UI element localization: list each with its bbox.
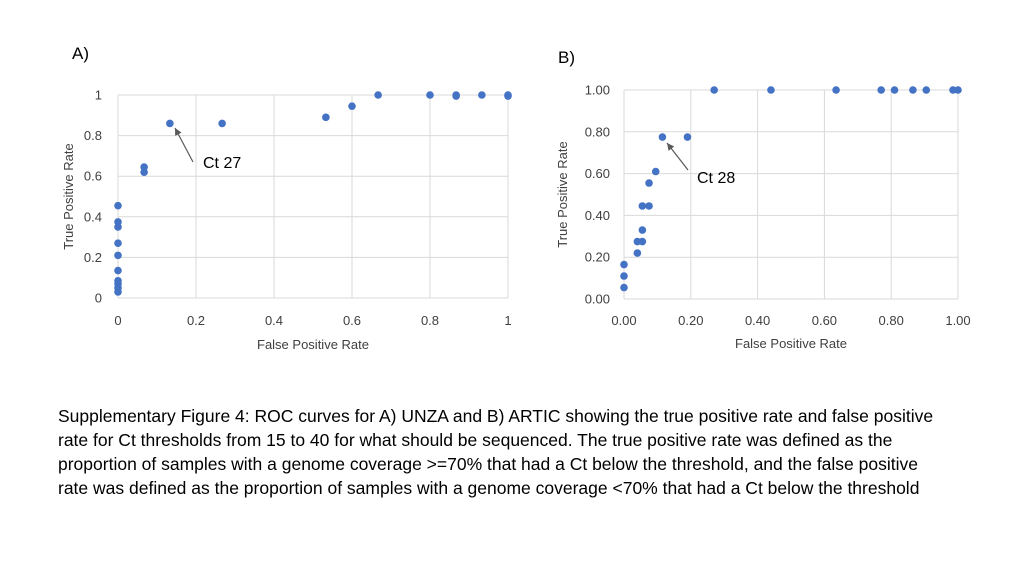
data-point — [218, 119, 226, 128]
y-tick-label: 0.20 — [585, 250, 610, 265]
data-point — [909, 86, 917, 94]
x-tick-label: 0.20 — [678, 313, 703, 328]
data-point — [114, 266, 122, 275]
x-tick-label: 0.40 — [745, 313, 770, 328]
x-axis-title: False Positive Rate — [735, 336, 847, 351]
data-point — [767, 86, 775, 94]
data-point — [922, 86, 931, 94]
data-point — [348, 102, 356, 110]
x-tick-label: 0.8 — [421, 313, 439, 328]
data-point — [620, 260, 628, 269]
annotation-label: Ct 27 — [203, 155, 241, 172]
y-tick-label: 0.6 — [84, 169, 102, 184]
data-point — [426, 91, 434, 99]
x-tick-label: 0.6 — [343, 313, 361, 328]
annotation-arrow — [666, 142, 689, 171]
data-point — [638, 226, 647, 234]
data-point — [140, 163, 148, 171]
x-tick-label: 0 — [114, 313, 121, 328]
data-point — [114, 239, 122, 247]
data-point — [638, 202, 647, 210]
data-point — [620, 283, 628, 292]
y-tick-label: 0.4 — [84, 209, 102, 224]
y-tick-label: 0.00 — [585, 292, 610, 307]
data-point — [651, 167, 660, 176]
x-tick-label: 0.00 — [611, 313, 636, 328]
data-point — [114, 251, 122, 260]
y-axis-title: True Positive Rate — [61, 143, 76, 249]
y-axis-title: True Positive Rate — [555, 141, 570, 247]
x-tick-label: 0.60 — [812, 313, 837, 328]
data-point — [374, 91, 382, 99]
x-axis-title: False Positive Rate — [257, 337, 369, 352]
y-tick-label: 0.40 — [585, 208, 610, 223]
data-point — [645, 179, 653, 187]
data-point — [954, 86, 962, 94]
data-point — [633, 249, 642, 257]
y-tick-label: 0.8 — [84, 128, 102, 143]
panel-b-label: B) — [558, 48, 575, 67]
data-point — [638, 237, 647, 246]
data-point — [114, 276, 122, 285]
annotation-label: Ct 28 — [697, 170, 735, 187]
y-tick-label: 0.2 — [84, 250, 102, 265]
x-tick-label: 1.00 — [945, 313, 970, 328]
data-point — [890, 86, 899, 94]
x-tick-label: 1 — [504, 313, 511, 328]
data-point — [504, 92, 512, 100]
data-point — [683, 133, 692, 141]
figure-caption: Supplementary Figure 4: ROC curves for A… — [58, 406, 934, 498]
x-tick-label: 0.2 — [187, 313, 205, 328]
data-point — [478, 91, 486, 99]
y-tick-label: 1.00 — [585, 83, 610, 98]
data-point — [645, 202, 653, 210]
panel-a-label: A) — [72, 44, 89, 63]
y-tick-label: 0 — [95, 291, 102, 306]
y-tick-label: 0.60 — [585, 166, 610, 181]
data-point — [114, 218, 122, 226]
data-point — [832, 86, 840, 94]
y-tick-label: 1 — [95, 88, 102, 103]
data-point — [877, 86, 885, 94]
annotation-arrow — [174, 127, 194, 163]
data-point — [166, 119, 174, 128]
data-point — [114, 201, 122, 210]
y-tick-label: 0.80 — [585, 124, 610, 139]
data-point — [322, 113, 330, 122]
data-point — [452, 92, 460, 100]
data-point — [658, 133, 667, 141]
x-tick-label: 0.80 — [879, 313, 904, 328]
x-tick-label: 0.4 — [265, 313, 283, 328]
data-point — [710, 86, 718, 94]
data-point — [620, 272, 628, 280]
